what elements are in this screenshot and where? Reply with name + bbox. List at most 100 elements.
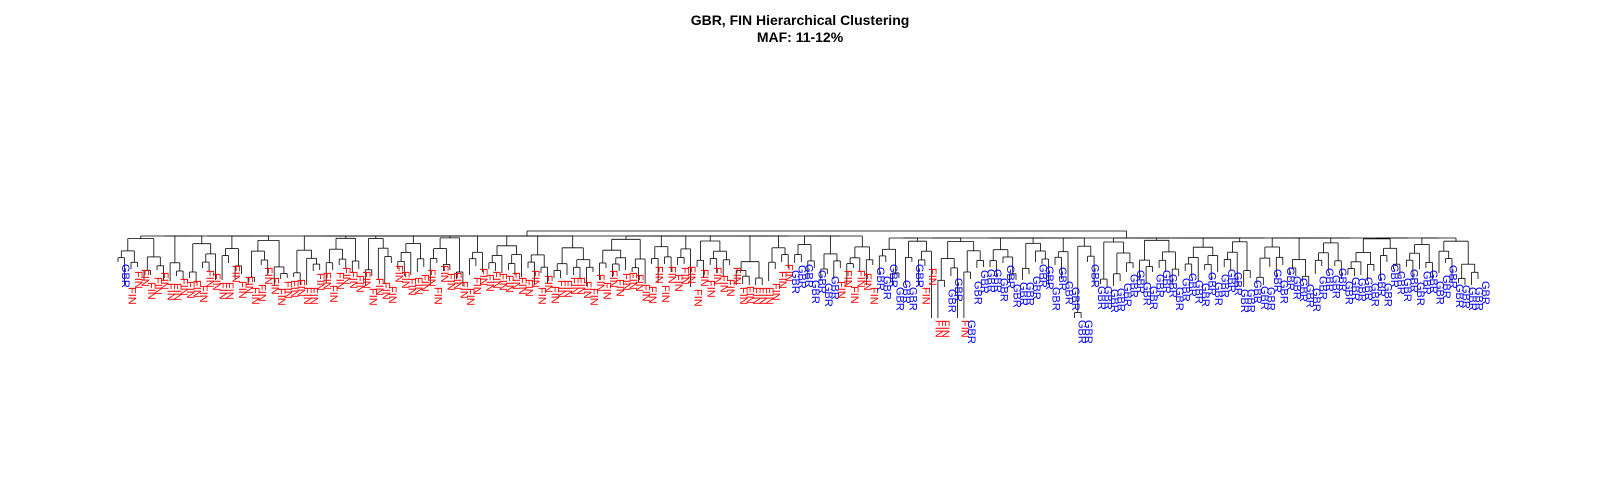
leaf-label: FIN bbox=[191, 280, 203, 298]
leaf-label: FIN bbox=[861, 273, 873, 291]
leaf-label: FIN bbox=[737, 287, 749, 305]
leaf-label: GBR bbox=[1466, 287, 1478, 311]
leaf-label: GBR bbox=[1167, 274, 1179, 298]
leaf-label: GBR bbox=[789, 270, 801, 294]
leaf-label: GBR bbox=[1433, 281, 1445, 305]
leaf-label: FIN bbox=[581, 281, 593, 299]
leaf-label: GBR bbox=[880, 276, 892, 300]
leaf-label: GBR bbox=[1368, 283, 1380, 307]
leaf-label: GBR bbox=[1108, 289, 1120, 313]
leaf-label: GBR bbox=[1414, 282, 1426, 306]
leaf-label: FIN bbox=[366, 288, 378, 306]
leaf-label: FIN bbox=[132, 271, 144, 289]
leaf-label: GBR bbox=[1258, 286, 1270, 310]
leaf-label: GBR bbox=[1349, 277, 1361, 301]
leaf-label: GBR bbox=[1017, 282, 1029, 306]
leaf-label: GBR bbox=[1050, 287, 1062, 311]
leaf-label: FIN bbox=[783, 264, 795, 282]
leaf-label: GBR bbox=[1375, 273, 1387, 297]
leaf-label: GBR bbox=[1121, 283, 1133, 307]
leaf-label: GBR bbox=[900, 280, 912, 304]
leaf-label: FIN bbox=[334, 272, 346, 290]
chart-title: GBR, FIN Hierarchical Clustering bbox=[690, 12, 910, 28]
leaf-label: FIN bbox=[353, 275, 365, 293]
leaf-label: GBR bbox=[965, 320, 977, 344]
leaf-label: FIN bbox=[470, 277, 482, 295]
leaf-label: FIN bbox=[314, 273, 326, 291]
leaf-label: GBR bbox=[1173, 287, 1185, 311]
leaf-label: GBR bbox=[815, 270, 827, 294]
leaf-label: GBR bbox=[1206, 272, 1218, 296]
leaf-label: FIN bbox=[841, 270, 853, 288]
leaf-label: FIN bbox=[705, 280, 717, 298]
leaf-label: FIN bbox=[509, 272, 521, 290]
leaf-label: GBR bbox=[1473, 287, 1485, 311]
leaf-label: FIN bbox=[256, 284, 268, 302]
leaf-label: GBR bbox=[1303, 284, 1315, 308]
dendrogram-branches bbox=[117, 230, 1479, 318]
leaf-label: GBR bbox=[1147, 286, 1159, 310]
leaf-label: GBR bbox=[1232, 272, 1244, 296]
leaf-label: GBR bbox=[945, 289, 957, 313]
leaf-label: GBR bbox=[906, 287, 918, 311]
leaf-label: FIN bbox=[919, 287, 931, 305]
leaf-label: GBR bbox=[1479, 281, 1491, 305]
leaf-label: FIN bbox=[490, 271, 502, 289]
leaf-label: FIN bbox=[672, 274, 684, 292]
leaf-label: FIN bbox=[230, 265, 242, 283]
leaf-label: FIN bbox=[392, 265, 404, 283]
leaf-label: GBR bbox=[1336, 268, 1348, 292]
leaf-label: GBR bbox=[1030, 276, 1042, 300]
leaf-label: GBR bbox=[1388, 264, 1400, 288]
leaf-label: FIN bbox=[620, 273, 632, 291]
leaf-label: FIN bbox=[536, 287, 548, 305]
leaf-label: FIN bbox=[327, 285, 339, 303]
leaf-label: GBR bbox=[1069, 287, 1081, 311]
leaf-label: GBR bbox=[874, 267, 886, 291]
leaf-label: GBR bbox=[822, 283, 834, 307]
leaf-label: FIN bbox=[243, 276, 255, 294]
leaf-label: GBR bbox=[1095, 286, 1107, 310]
leaf-label: FIN bbox=[210, 273, 222, 291]
leaf-label: FIN bbox=[614, 279, 626, 297]
leaf-label: FIN bbox=[653, 266, 665, 284]
leaf-label: GBR bbox=[1089, 264, 1101, 288]
leaf-label: GBR bbox=[1394, 271, 1406, 295]
leaf-label: FIN bbox=[405, 278, 417, 296]
leaf-label: FIN bbox=[640, 284, 652, 302]
leaf-label: GBR bbox=[1251, 280, 1263, 304]
leaf-label: GBR bbox=[809, 280, 821, 304]
dendrogram-leaf-labels: GBRFINFINFINFINFINFINFINFINFINFINFINFINF… bbox=[119, 264, 1491, 344]
leaf-label: GBR bbox=[1271, 269, 1283, 293]
leaf-label: FIN bbox=[464, 288, 476, 306]
leaf-label: FIN bbox=[835, 281, 847, 299]
leaf-label: FIN bbox=[711, 267, 723, 285]
leaf-label: GBR bbox=[971, 281, 983, 305]
leaf-label: GBR bbox=[1186, 273, 1198, 297]
chart-subtitle: MAF: 11-12% bbox=[756, 29, 844, 45]
leaf-label: FIN bbox=[223, 282, 235, 300]
leaf-label: FIN bbox=[425, 269, 437, 287]
leaf-label: GBR bbox=[828, 276, 840, 300]
leaf-label: GBR bbox=[1297, 278, 1309, 302]
leaf-label: GBR bbox=[913, 264, 925, 288]
leaf-label: FIN bbox=[126, 287, 138, 305]
leaf-label: FIN bbox=[197, 285, 209, 303]
leaf-label: FIN bbox=[627, 272, 639, 290]
leaf-label: GBR bbox=[1316, 276, 1328, 300]
leaf-label: GBR bbox=[1154, 274, 1166, 298]
leaf-label: GBR bbox=[1212, 282, 1224, 306]
leaf-label: FIN bbox=[958, 320, 970, 338]
leaf-label: GBR bbox=[1401, 278, 1413, 302]
leaf-label: GBR bbox=[1284, 267, 1296, 291]
leaf-label: GBR bbox=[1134, 270, 1146, 294]
leaf-label: GBR bbox=[1329, 275, 1341, 299]
leaf-label: GBR bbox=[1310, 288, 1322, 312]
leaf-label: GBR bbox=[802, 264, 814, 288]
leaf-label: FIN bbox=[386, 286, 398, 304]
leaf-label: FIN bbox=[854, 270, 866, 288]
leaf-label: GBR bbox=[991, 269, 1003, 293]
leaf-label: GBR bbox=[1440, 275, 1452, 299]
leaf-label: GBR bbox=[1225, 269, 1237, 293]
leaf-label: GBR bbox=[1427, 270, 1439, 294]
